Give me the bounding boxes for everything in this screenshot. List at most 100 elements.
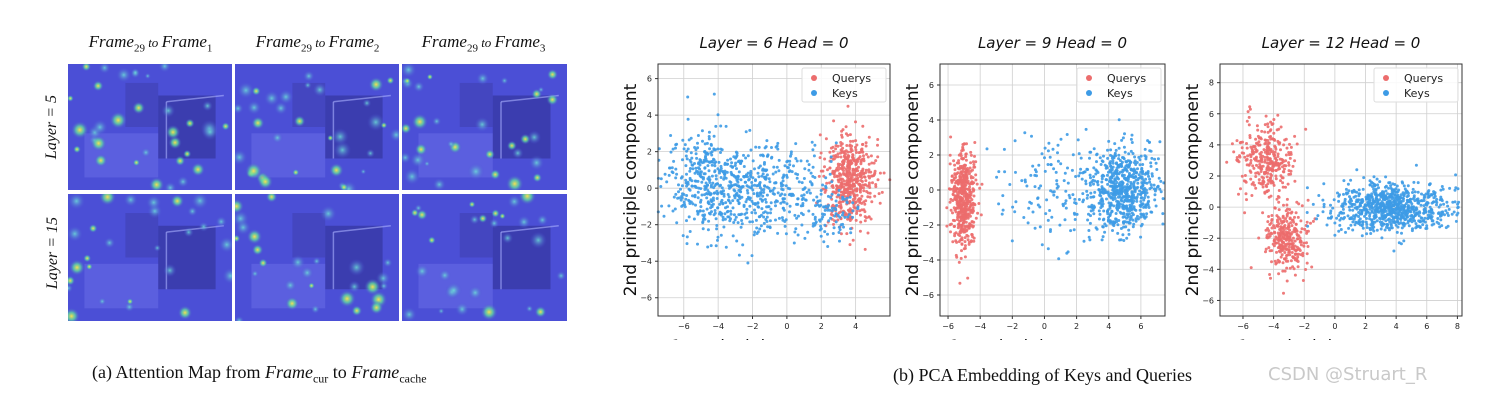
point-querys: [1262, 148, 1266, 152]
point-keys: [1122, 200, 1126, 204]
point-keys: [1410, 213, 1414, 217]
point-keys: [690, 156, 694, 160]
point-keys: [1072, 228, 1076, 232]
point-querys: [949, 230, 952, 234]
point-keys: [780, 184, 783, 188]
point-querys: [1243, 211, 1247, 215]
point-keys: [995, 175, 999, 179]
point-querys: [854, 218, 858, 222]
point-keys: [1089, 214, 1092, 218]
point-keys: [1074, 202, 1078, 205]
point-keys: [1011, 205, 1015, 209]
point-keys: [1084, 179, 1088, 183]
point-keys: [768, 219, 772, 223]
point-keys: [1351, 220, 1355, 224]
point-querys: [854, 145, 857, 149]
point-keys: [701, 209, 705, 213]
point-querys: [960, 203, 964, 207]
point-querys: [848, 172, 852, 175]
point-keys: [707, 135, 711, 138]
point-keys: [1141, 163, 1145, 166]
point-keys: [1088, 238, 1092, 242]
point-keys: [1127, 195, 1131, 198]
point-keys: [759, 224, 763, 228]
point-keys: [1353, 223, 1357, 227]
point-querys: [945, 206, 949, 210]
point-keys: [1431, 211, 1435, 215]
point-keys: [1138, 189, 1142, 193]
point-keys: [1116, 231, 1120, 235]
point-keys: [1064, 199, 1068, 203]
y-tick-label: 2: [647, 148, 652, 157]
point-keys: [746, 171, 750, 175]
point-keys: [693, 195, 697, 199]
point-querys: [840, 190, 844, 194]
point-keys: [734, 161, 738, 165]
point-keys: [1130, 196, 1134, 200]
point-keys: [1046, 218, 1050, 222]
point-keys: [715, 197, 719, 200]
point-keys: [1346, 182, 1350, 186]
point-keys: [724, 245, 728, 249]
point-keys: [1118, 188, 1122, 192]
point-keys: [688, 188, 692, 192]
point-keys: [1381, 201, 1385, 205]
point-keys: [761, 194, 765, 198]
point-keys: [800, 223, 804, 227]
point-querys: [964, 155, 968, 159]
point-keys: [1136, 167, 1139, 171]
point-keys: [726, 193, 730, 196]
point-keys: [799, 204, 803, 208]
point-querys: [960, 226, 964, 230]
point-querys: [864, 144, 868, 148]
point-keys: [800, 181, 804, 185]
point-querys: [1291, 245, 1295, 249]
point-keys: [838, 239, 841, 243]
point-keys: [698, 209, 702, 213]
point-keys: [1405, 195, 1409, 199]
point-keys: [696, 242, 699, 246]
point-querys: [1282, 228, 1286, 232]
point-keys: [1400, 214, 1403, 218]
y-tick-label: −2: [1202, 234, 1214, 243]
point-keys: [807, 168, 811, 172]
point-querys: [952, 190, 956, 194]
point-keys: [801, 202, 805, 205]
point-keys: [787, 170, 791, 174]
point-keys: [800, 211, 803, 215]
point-keys: [1398, 204, 1402, 207]
point-querys: [1281, 261, 1285, 265]
point-querys: [1285, 237, 1289, 241]
point-keys: [1396, 213, 1400, 217]
point-querys: [1257, 140, 1261, 144]
point-keys: [1023, 131, 1027, 135]
point-querys: [1273, 206, 1277, 210]
x-tick-label: 6: [1424, 322, 1429, 331]
point-keys: [1029, 173, 1033, 177]
point-querys: [1295, 142, 1299, 146]
point-keys: [1121, 174, 1125, 178]
point-keys: [834, 208, 838, 212]
point-keys: [1155, 168, 1159, 171]
point-keys: [1056, 151, 1059, 155]
point-querys: [1267, 189, 1270, 192]
point-keys: [723, 217, 727, 221]
point-keys: [1101, 225, 1105, 229]
pca-chart-layer-9: Layer = 9 Head = 0−6−4−20246−6−4−202461s…: [903, 34, 1166, 340]
point-keys: [700, 129, 704, 133]
point-keys: [1107, 139, 1111, 143]
point-keys: [783, 164, 787, 168]
point-querys: [834, 154, 838, 157]
point-querys: [972, 220, 976, 224]
point-keys: [662, 214, 666, 218]
point-keys: [1347, 189, 1351, 193]
x-tick-label: −6: [1237, 322, 1249, 331]
point-keys: [1114, 212, 1118, 215]
point-keys: [1353, 203, 1357, 206]
point-keys: [1116, 208, 1120, 212]
point-keys: [1396, 220, 1400, 224]
point-keys: [795, 202, 798, 206]
point-keys: [1099, 190, 1103, 194]
point-keys: [1342, 192, 1345, 196]
y-axis-label: 2nd principle component: [621, 83, 641, 296]
